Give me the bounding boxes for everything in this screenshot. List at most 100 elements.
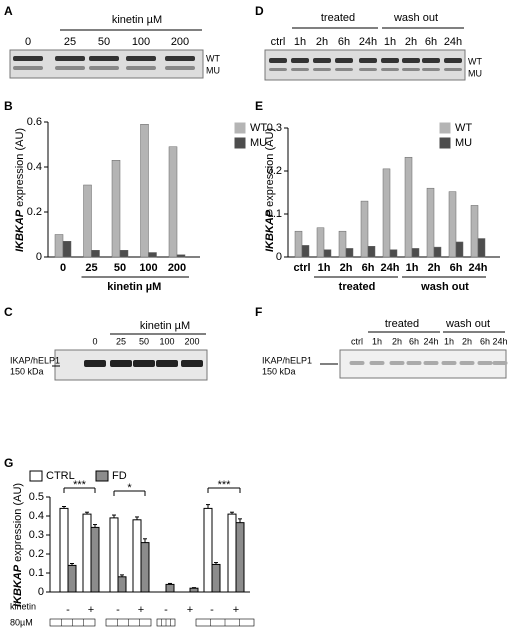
lane-label: 50	[139, 336, 149, 346]
y-axis-label: IKBKAP expression (AU)	[264, 128, 276, 252]
gel-band	[133, 360, 155, 367]
bar	[165, 583, 175, 593]
bar	[140, 124, 149, 258]
y-tick-label: 0.2	[29, 548, 44, 560]
panel-label: E	[255, 99, 263, 113]
lane-label: 1h	[372, 336, 382, 346]
legend-label: WT	[250, 122, 267, 134]
gel-band	[359, 68, 377, 71]
gel-band	[165, 56, 195, 61]
x-tick-label: 1h	[318, 262, 331, 274]
row-label: kinetin	[10, 601, 36, 611]
protein-size: 150 kDa	[10, 366, 44, 376]
y-label-text: expression (AU)	[14, 128, 26, 207]
gel-band	[269, 58, 287, 63]
lane-label: 2h	[462, 336, 472, 346]
lane-label: 1h	[444, 336, 454, 346]
legend-label: FD	[112, 470, 127, 482]
lane-label: 25	[64, 36, 76, 48]
legend-label: MU	[455, 137, 472, 149]
gel-band	[335, 68, 353, 71]
bar	[117, 576, 127, 593]
gel-band	[84, 360, 106, 367]
lane-label: 1h	[384, 36, 396, 48]
x-tick-label: 50	[114, 262, 126, 274]
band-label: MU	[468, 68, 482, 78]
gel-band	[55, 66, 85, 70]
y-tick-label: 0	[36, 251, 42, 263]
gel-band	[55, 56, 85, 61]
lane-label: 200	[184, 336, 199, 346]
lane-label: 25	[116, 336, 126, 346]
bar	[411, 248, 420, 258]
bar	[235, 522, 245, 593]
gel-band	[389, 361, 405, 365]
bar	[111, 160, 121, 258]
gel-band	[335, 58, 353, 63]
bar	[470, 205, 479, 258]
bar	[119, 250, 129, 258]
y-axis-label: IKBKAP expression (AU)	[14, 128, 26, 252]
bar	[294, 230, 303, 258]
x-tick-label: +	[88, 604, 94, 616]
legend-label: WT	[455, 122, 472, 134]
bar	[176, 254, 186, 258]
bar	[140, 542, 150, 593]
x-tick-label: 100	[139, 262, 157, 274]
lane-label: 200	[171, 36, 189, 48]
gel-band	[406, 361, 422, 365]
bar	[323, 249, 332, 258]
gel-band	[444, 68, 462, 71]
lane-label: 100	[132, 36, 150, 48]
x-tick-label: 6h	[362, 262, 375, 274]
sig-label: *	[127, 482, 132, 494]
bar	[62, 241, 72, 258]
gel-band	[313, 58, 331, 63]
y-tick-label: 0.3	[267, 122, 282, 134]
panel-label: C	[4, 305, 13, 319]
bar	[367, 246, 376, 258]
gel-band	[359, 58, 377, 63]
bar	[477, 238, 486, 258]
bar	[189, 587, 199, 593]
bar	[426, 187, 435, 258]
x-tick-label: 2h	[340, 262, 353, 274]
y-label-gene: IKBKAP	[264, 209, 276, 252]
bar	[132, 519, 142, 593]
band-label: WT	[468, 56, 482, 66]
legend-label: CTRL	[46, 470, 75, 482]
lane-label: 24h	[423, 336, 438, 346]
bar	[389, 249, 398, 258]
bar	[203, 507, 213, 593]
panel-label: B	[4, 99, 13, 113]
bar	[382, 168, 391, 258]
row-sublabel: 80µM	[10, 617, 33, 627]
lane-label: 24h	[444, 36, 462, 48]
gel	[9, 49, 204, 79]
gel-band	[13, 56, 43, 61]
legend-swatch	[439, 122, 451, 134]
panel-label: F	[255, 305, 262, 319]
sig-label: ***	[218, 479, 232, 491]
protein-size: 150 kDa	[262, 366, 296, 376]
y-tick-label: 0.1	[267, 208, 282, 220]
panel-label: G	[4, 456, 13, 470]
legend-swatch	[234, 137, 246, 149]
x-tick-label: -	[116, 604, 120, 616]
x-tick-label: +	[138, 604, 144, 616]
x-tick-label: 0	[60, 262, 66, 274]
gel	[264, 49, 466, 81]
gel-group: treated	[321, 12, 355, 24]
y-label-gene: IKBKAP	[14, 209, 26, 252]
band-label: MU	[206, 65, 220, 75]
bar	[82, 513, 92, 593]
bar	[54, 234, 64, 258]
bar	[211, 563, 221, 593]
bar	[227, 513, 237, 593]
gel-band	[422, 58, 440, 63]
y-tick-label: 0.5	[29, 491, 44, 503]
bar	[67, 564, 77, 593]
lane-label: 100	[159, 336, 174, 346]
lane-label: 6h	[338, 36, 350, 48]
y-label-text: expression (AU)	[12, 483, 24, 562]
